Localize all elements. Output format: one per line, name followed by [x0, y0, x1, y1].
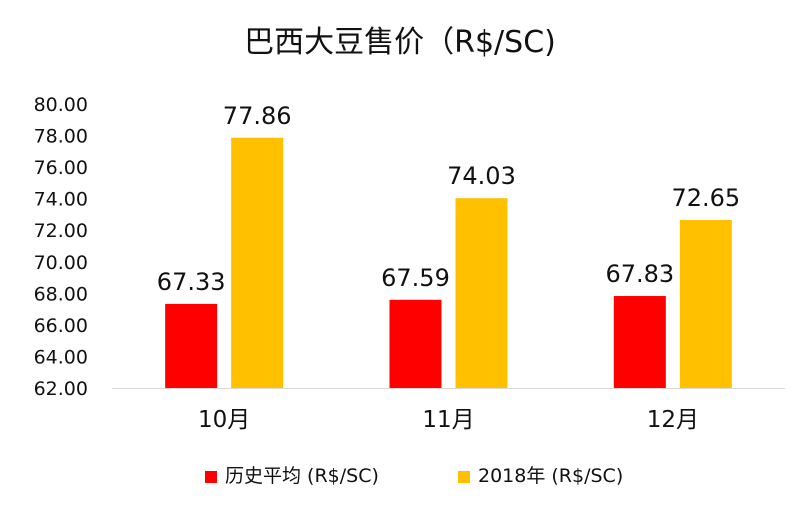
y-tick-label-3: 68.00 — [34, 283, 88, 305]
legend-swatch-1 — [458, 471, 470, 483]
data-label-series1-0: 77.86 — [223, 102, 292, 130]
y-tick-label-9: 80.00 — [34, 94, 88, 116]
x-tick-label-1: 11月 — [422, 407, 474, 433]
x-axis: 10月 11月 12月 — [112, 388, 785, 433]
bar-series1-1 — [455, 198, 508, 388]
data-label-series0-2: 67.83 — [605, 260, 674, 288]
bar-series0-2 — [613, 296, 666, 388]
data-label-series1-1: 74.03 — [447, 162, 516, 190]
bar-series1-2 — [679, 219, 732, 388]
y-tick-label-6: 74.00 — [34, 189, 88, 211]
y-axis: 62.00 64.00 66.00 68.00 70.00 72.00 74.00 76.00… — [34, 94, 88, 400]
x-tick-label-2: 12月 — [647, 407, 699, 433]
y-tick-label-2: 66.00 — [34, 315, 88, 337]
y-tick-label-7: 76.00 — [34, 157, 88, 179]
y-tick-label-8: 78.00 — [34, 126, 88, 148]
legend: 历史平均 (R$/SC) 2018年 (R$/SC) — [205, 465, 623, 487]
data-labels: 67.33 77.86 67.59 74.03 67.83 72.65 — [157, 102, 740, 296]
legend-label-0: 历史平均 (R$/SC) — [225, 465, 379, 487]
data-label-series0-0: 67.33 — [157, 268, 226, 296]
bar-series1-0 — [231, 137, 284, 388]
legend-swatch-0 — [205, 471, 217, 483]
data-label-series0-1: 67.59 — [381, 264, 450, 292]
bar-series0-1 — [389, 299, 442, 388]
data-label-series1-2: 72.65 — [671, 184, 740, 212]
legend-label-1: 2018年 (R$/SC) — [478, 465, 623, 487]
y-tick-label-5: 72.00 — [34, 220, 88, 242]
y-tick-label-1: 64.00 — [34, 346, 88, 368]
x-tick-label-0: 10月 — [198, 407, 250, 433]
y-tick-label-0: 62.00 — [34, 378, 88, 400]
chart-title: 巴西大豆售价（R$/SC) — [244, 25, 556, 60]
y-tick-label-4: 70.00 — [34, 252, 88, 274]
bar-series0-0 — [165, 303, 218, 388]
bars — [165, 137, 732, 388]
